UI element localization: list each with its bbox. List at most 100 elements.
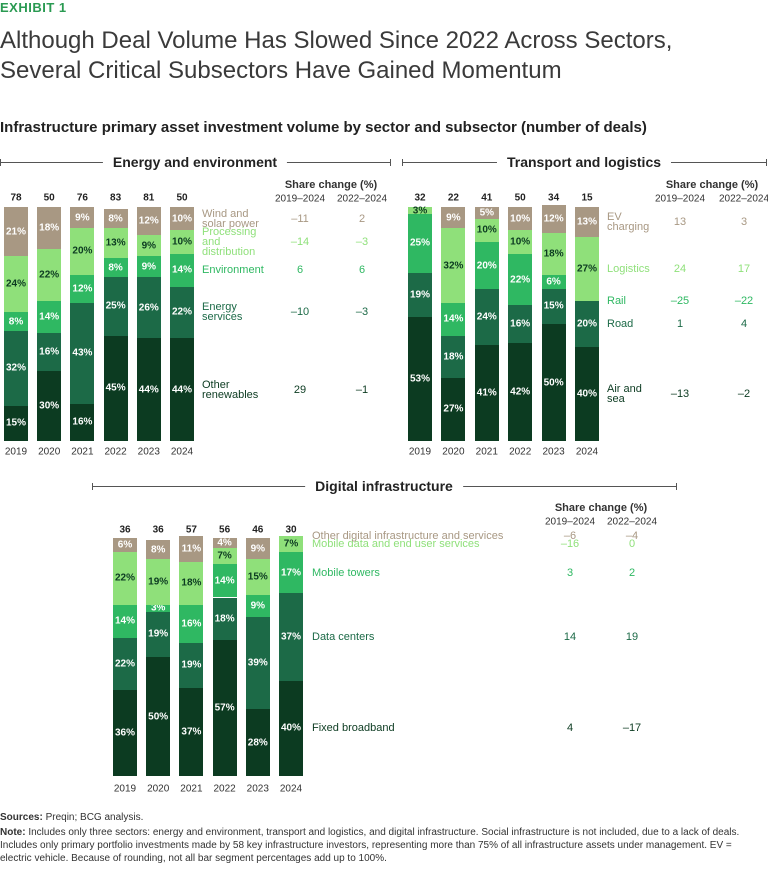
share-change-value: –6 — [563, 529, 577, 542]
data-label: 9% — [141, 240, 157, 252]
share-change-value: –14 — [290, 236, 310, 249]
bar-segment — [103, 209, 128, 229]
data-label: 11% — [181, 543, 202, 555]
bar-segment — [4, 312, 28, 332]
data-label: 15% — [247, 571, 268, 583]
data-label: 32% — [5, 362, 27, 374]
bar-segment — [113, 637, 137, 691]
data-label: 18% — [39, 222, 60, 234]
data-label: 50% — [543, 377, 564, 388]
share-change-value: 2 — [628, 566, 636, 579]
data-label: 13% — [105, 237, 126, 249]
data-label: 9% — [446, 212, 461, 224]
bar-segment — [4, 405, 28, 441]
bar-segment — [508, 253, 533, 306]
sources: Sources: Preqin; BCG analysis. — [0, 812, 143, 823]
data-label: 14% — [214, 575, 235, 587]
bar-segment — [146, 559, 171, 605]
bar-segment — [37, 370, 62, 441]
bar-segment — [170, 253, 194, 287]
bar-segment — [474, 207, 499, 219]
bar-segment — [179, 642, 204, 688]
share-change-value: –16 — [560, 537, 580, 550]
data-label: 20% — [476, 260, 497, 271]
data-label: 27% — [443, 403, 464, 415]
bar-segment — [441, 228, 466, 303]
data-label: 19% — [148, 576, 169, 588]
legend-label: Fixed broadband — [312, 722, 395, 735]
data-label: 50% — [148, 711, 169, 722]
bar-total: 32 — [414, 192, 426, 204]
share-change-column: 2019–2024 — [274, 193, 326, 205]
bar-segment — [541, 288, 566, 324]
bar-segment — [37, 207, 62, 250]
x-tick-label: 2020 — [442, 446, 465, 458]
share-change-value: 3 — [740, 216, 748, 229]
share-change-value: 2 — [358, 212, 366, 225]
data-label: 44% — [138, 384, 159, 396]
note: Note: Includes only three sectors: energ… — [0, 826, 760, 865]
data-label: 42% — [510, 386, 531, 398]
bar-segment — [103, 277, 128, 336]
data-label: 16% — [181, 618, 202, 630]
bar-segment — [245, 595, 270, 617]
share-change-value: 14 — [563, 630, 577, 643]
bar-segment — [541, 324, 566, 441]
share-change-value: –10 — [290, 306, 310, 319]
bar-total: 56 — [219, 524, 231, 536]
bar-segment — [179, 561, 204, 605]
bar-segment — [4, 256, 28, 313]
share-change-value: 17 — [737, 263, 751, 275]
legend-label: Energy services — [202, 301, 243, 324]
x-tick-label: 2019 — [4, 446, 28, 458]
data-label: 18% — [443, 351, 464, 363]
share-change-value: 6 — [358, 264, 366, 277]
subtitle: Infrastructure primary asset investment … — [0, 119, 647, 136]
data-label: 57% — [214, 702, 235, 714]
bar-segment — [170, 207, 194, 231]
x-tick-label: 2024 — [279, 783, 303, 795]
exhibit-label: EXHIBIT 1 — [0, 0, 67, 15]
data-label: 15% — [543, 300, 564, 312]
data-label: 21% — [5, 226, 27, 238]
bar-segment — [4, 207, 28, 257]
bar-segment — [146, 657, 171, 776]
data-label: 9% — [250, 543, 266, 555]
data-label: 17% — [280, 567, 302, 578]
share-change-value: 13 — [673, 216, 687, 229]
title-line: Although Deal Volume Has Slowed Since 20… — [0, 27, 673, 54]
data-label: 10% — [510, 213, 531, 225]
share-change-value: –3 — [355, 236, 369, 249]
bar-segment — [245, 616, 270, 710]
data-label: 30% — [39, 400, 60, 412]
bar-segment — [245, 559, 270, 596]
data-label: 20% — [576, 318, 598, 330]
data-label: 18% — [543, 248, 564, 260]
bar-segment — [408, 272, 432, 317]
bar-segment — [37, 249, 62, 301]
bar-segment — [508, 207, 533, 231]
data-label: 5% — [479, 207, 495, 219]
bar-segment — [279, 592, 303, 681]
x-tick-label: 2024 — [575, 446, 599, 458]
x-tick-label: 2022 — [104, 446, 127, 458]
bar-total: 76 — [76, 192, 88, 204]
bar-segment — [70, 228, 95, 275]
bar-segment — [575, 347, 599, 441]
bar-segment — [508, 230, 533, 254]
data-label: 19% — [409, 289, 431, 301]
data-label: 10% — [171, 213, 193, 225]
share-change-value: 0 — [628, 537, 636, 550]
bar-segment — [179, 687, 204, 776]
sources-text: Preqin; BCG analysis. — [45, 812, 144, 823]
bar-total: 50 — [43, 192, 55, 204]
bar-segment — [575, 207, 599, 238]
share-change-value: –13 — [670, 388, 690, 401]
data-label: 36% — [114, 727, 136, 739]
data-label: 12% — [72, 283, 93, 295]
data-label: 19% — [181, 659, 202, 671]
share-change-value: 4 — [740, 318, 748, 330]
bar-segment — [146, 540, 171, 560]
share-change-column: 2019–2024 — [544, 516, 596, 528]
data-label: 41% — [476, 387, 497, 399]
